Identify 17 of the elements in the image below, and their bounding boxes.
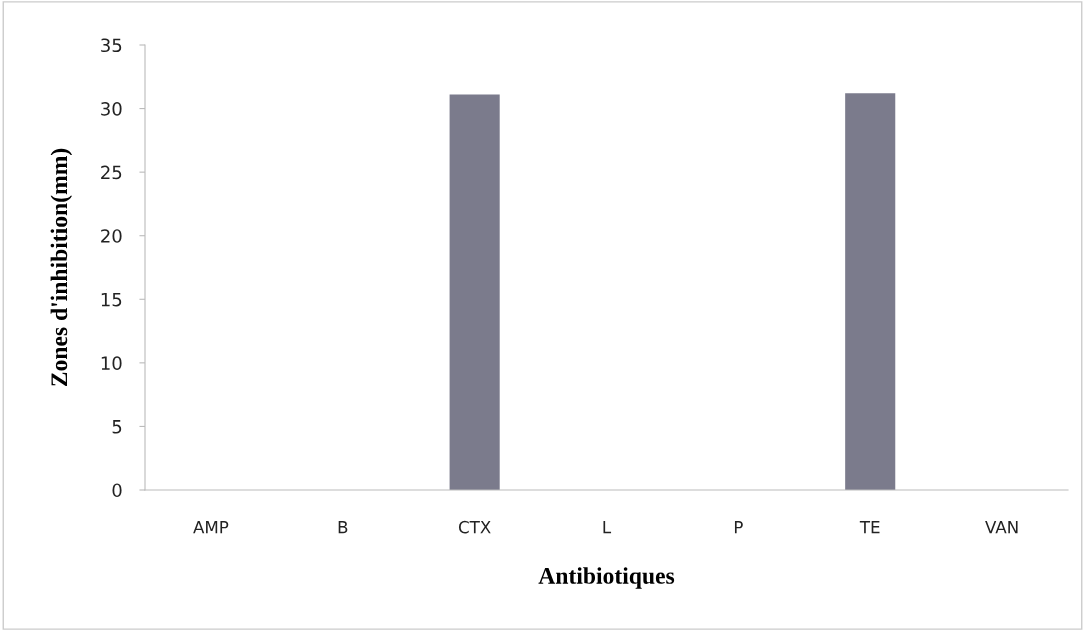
x-axis-title: Antibiotiques bbox=[538, 567, 675, 589]
x-tick-label: B bbox=[338, 521, 348, 534]
y-tick-label: 25 bbox=[101, 165, 122, 180]
y-axis-title: Zones d'inhibition(mm) bbox=[50, 148, 73, 387]
x-tick-label: TE bbox=[859, 521, 880, 534]
y-tick-label: 15 bbox=[101, 292, 122, 307]
y-tick-label: 35 bbox=[101, 38, 122, 53]
y-tick-label: 20 bbox=[101, 229, 122, 243]
x-tick-label: CTX bbox=[458, 520, 491, 534]
x-tick-label: VAN bbox=[985, 521, 1018, 534]
x-tick-label: L bbox=[603, 521, 612, 534]
x-tick-label: AMP bbox=[193, 521, 229, 534]
y-tick-label: 30 bbox=[101, 102, 122, 116]
y-tick-label: 0 bbox=[112, 483, 122, 498]
y-tick-label: 10 bbox=[101, 356, 122, 370]
y-tick-label: 5 bbox=[112, 420, 122, 434]
x-tick-label: P bbox=[734, 521, 743, 534]
